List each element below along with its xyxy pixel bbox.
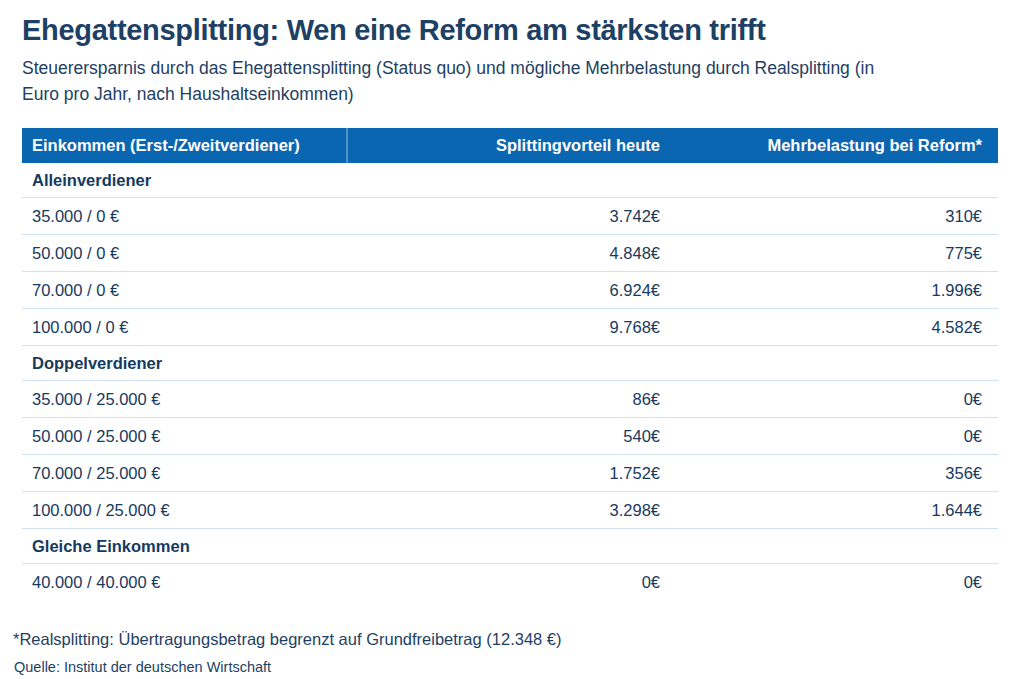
splitting-table: Einkommen (Erst-/Zweitverdiener) Splitti…	[22, 128, 998, 600]
table-row: 70.000 / 0 € 6.924€ 1.996€	[22, 272, 998, 309]
page-title: Ehegattensplitting: Wen eine Reform am s…	[22, 14, 998, 46]
table-row: 100.000 / 0 € 9.768€ 4.582€	[22, 309, 998, 346]
row-value-mehrbelastung: 0€	[676, 381, 998, 418]
row-label-einkommen: 35.000 / 0 €	[22, 198, 347, 235]
row-value-mehrbelastung: 1.996€	[676, 272, 998, 309]
section-label: Alleinverdiener	[22, 163, 998, 198]
column-header-splittingvorteil: Splittingvorteil heute	[347, 128, 676, 163]
row-value-mehrbelastung: 310€	[676, 198, 998, 235]
row-value-splittingvorteil: 3.742€	[347, 198, 676, 235]
row-label-einkommen: 50.000 / 0 €	[22, 235, 347, 272]
row-value-mehrbelastung: 775€	[676, 235, 998, 272]
section-header-row: Alleinverdiener	[22, 163, 998, 198]
table-header: Einkommen (Erst-/Zweitverdiener) Splitti…	[22, 128, 998, 163]
row-value-mehrbelastung: 0€	[676, 564, 998, 601]
source-credit: Quelle: Institut der deutschen Wirtschaf…	[14, 659, 998, 676]
row-value-mehrbelastung: 356€	[676, 455, 998, 492]
row-value-splittingvorteil: 3.298€	[347, 492, 676, 529]
row-value-mehrbelastung: 0€	[676, 418, 998, 455]
row-label-einkommen: 35.000 / 25.000 €	[22, 381, 347, 418]
row-value-splittingvorteil: 4.848€	[347, 235, 676, 272]
row-value-splittingvorteil: 9.768€	[347, 309, 676, 346]
subtitle: Steuerersparnis durch das Ehegattensplit…	[22, 55, 998, 107]
row-label-einkommen: 70.000 / 0 €	[22, 272, 347, 309]
column-header-mehrbelastung: Mehrbelastung bei Reform*	[676, 128, 998, 163]
table-row: 70.000 / 25.000 € 1.752€ 356€	[22, 455, 998, 492]
table-row: 100.000 / 25.000 € 3.298€ 1.644€	[22, 492, 998, 529]
row-value-splittingvorteil: 1.752€	[347, 455, 676, 492]
column-header-einkommen: Einkommen (Erst-/Zweitverdiener)	[22, 128, 347, 163]
row-value-splittingvorteil: 6.924€	[347, 272, 676, 309]
section-label: Doppelverdiener	[22, 346, 998, 381]
infographic-page: Ehegattensplitting: Wen eine Reform am s…	[0, 0, 1020, 679]
row-label-einkommen: 40.000 / 40.000 €	[22, 564, 347, 601]
table-row: 35.000 / 25.000 € 86€ 0€	[22, 381, 998, 418]
row-value-splittingvorteil: 540€	[347, 418, 676, 455]
row-label-einkommen: 50.000 / 25.000 €	[22, 418, 347, 455]
footnote: *Realsplitting: Übertragungsbetrag begre…	[13, 629, 998, 649]
table-row: 35.000 / 0 € 3.742€ 310€	[22, 198, 998, 235]
row-value-mehrbelastung: 4.582€	[676, 309, 998, 346]
row-label-einkommen: 100.000 / 0 €	[22, 309, 347, 346]
section-label: Gleiche Einkommen	[22, 529, 998, 564]
section-header-row: Gleiche Einkommen	[22, 529, 998, 564]
table-row: 50.000 / 0 € 4.848€ 775€	[22, 235, 998, 272]
table-row: 40.000 / 40.000 € 0€ 0€	[22, 564, 998, 601]
table-row: 50.000 / 25.000 € 540€ 0€	[22, 418, 998, 455]
row-value-splittingvorteil: 86€	[347, 381, 676, 418]
row-label-einkommen: 100.000 / 25.000 €	[22, 492, 347, 529]
row-value-splittingvorteil: 0€	[347, 564, 676, 601]
table-body: Alleinverdiener 35.000 / 0 € 3.742€ 310€…	[22, 163, 998, 600]
section-header-row: Doppelverdiener	[22, 346, 998, 381]
row-value-mehrbelastung: 1.644€	[676, 492, 998, 529]
row-label-einkommen: 70.000 / 25.000 €	[22, 455, 347, 492]
table-header-row: Einkommen (Erst-/Zweitverdiener) Splitti…	[22, 128, 998, 163]
